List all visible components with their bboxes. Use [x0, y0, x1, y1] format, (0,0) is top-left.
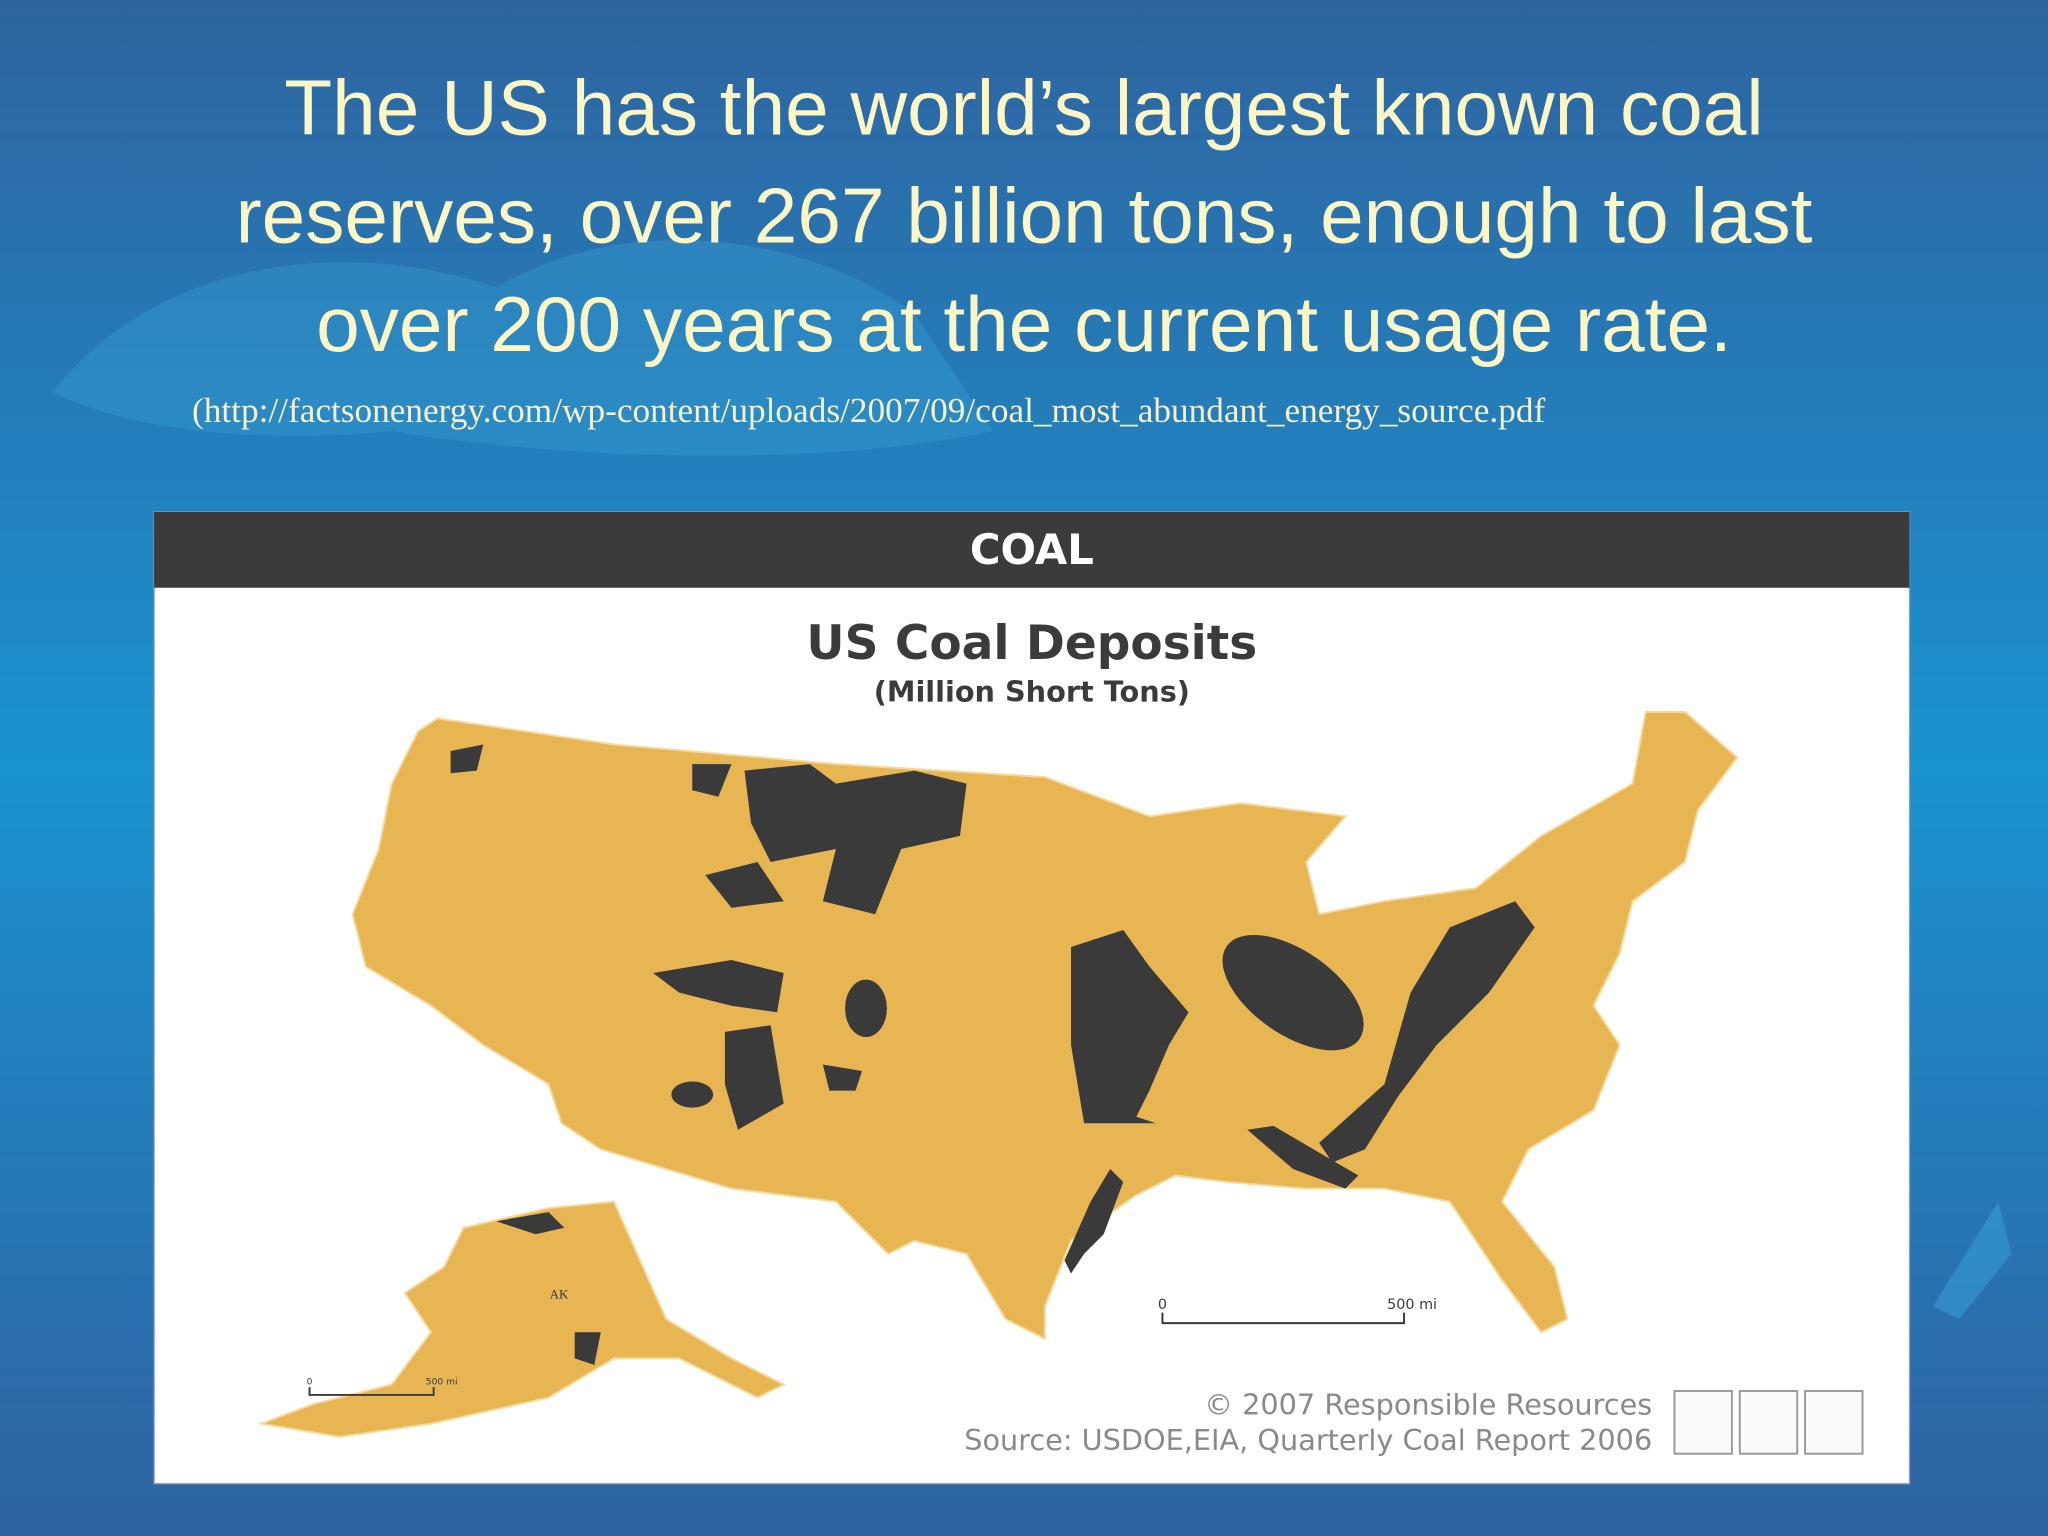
- logo-icon: [1673, 1390, 1733, 1455]
- scale-label: 0: [307, 1377, 313, 1387]
- deposit: [450, 744, 484, 774]
- logo-icon: [1738, 1390, 1799, 1455]
- deposit: [845, 979, 887, 1038]
- scale-label: 0: [1158, 1297, 1167, 1313]
- coal-deposits: [450, 744, 1535, 1365]
- slide-title: reserves, over 267 billion tons, enough …: [236, 172, 1813, 260]
- copyright: © 2007 Responsible Resources: [1204, 1388, 1652, 1422]
- deposit: [496, 1212, 565, 1235]
- deposit: [705, 862, 784, 908]
- deposit: [653, 960, 784, 1013]
- deposit: [1247, 1125, 1359, 1189]
- deposit: [724, 1025, 784, 1130]
- alaska-label: AK: [550, 1287, 569, 1302]
- alaska-map: [257, 1200, 786, 1438]
- scale-label: 500 mi: [1387, 1297, 1437, 1313]
- map-header-bar: [154, 512, 1910, 588]
- map-header: COAL: [970, 525, 1094, 574]
- world-map-shadow: [1933, 1201, 2012, 1320]
- slide-title: over 200 years at the current usage rate…: [316, 280, 1732, 368]
- deposit: [1071, 929, 1189, 1124]
- scale-label: 500 mi: [426, 1377, 458, 1387]
- world-map-shadow: [52, 240, 993, 456]
- deposit: [1064, 1168, 1124, 1274]
- scale-bar: [1161, 1312, 1406, 1325]
- scale-bar: [308, 1387, 435, 1396]
- deposit: [671, 1081, 714, 1108]
- deposit: [692, 764, 732, 797]
- deposit: [1319, 901, 1535, 1163]
- us-map: [351, 710, 1739, 1341]
- deposit: [1222, 934, 1364, 1051]
- map-subtitle: (Million Short Tons): [874, 675, 1190, 709]
- slide-title: The US has the world’s largest known coa…: [284, 63, 1763, 151]
- deposit: [822, 1064, 863, 1091]
- deposit: [744, 764, 967, 915]
- source-url: (http://factsonenergy.com/wp-content/upl…: [192, 391, 1545, 430]
- logo-icon: [1804, 1390, 1864, 1455]
- map-source: Source: USDOE,EIA, Quarterly Coal Report…: [964, 1423, 1652, 1457]
- map-title: US Coal Deposits: [806, 616, 1257, 671]
- deposit: [574, 1332, 601, 1365]
